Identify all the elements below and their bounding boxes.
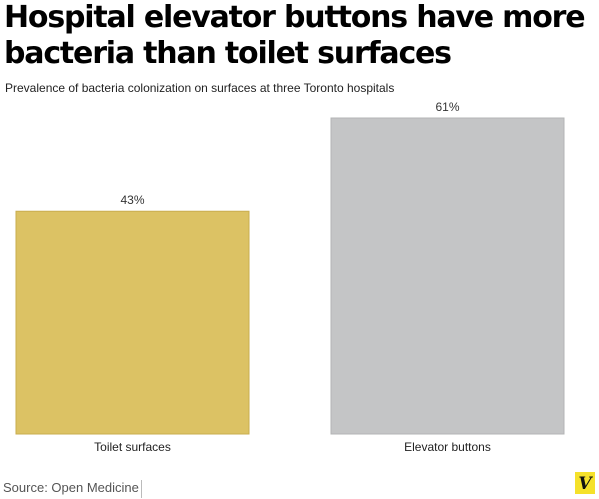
category-label: Toilet surfaces [94,440,171,454]
data-label: 61% [435,100,459,114]
bar-elevator-buttons [330,117,565,435]
vox-logo-icon: V [575,472,595,494]
chart-subtitle: Prevalence of bacteria colonization on s… [5,81,395,95]
bar-chart: 43% Toilet surfaces 61% Elevator buttons [15,100,565,454]
svg-text:V: V [578,474,593,494]
source-note: Source: Open Medicine [3,480,142,498]
category-label: Elevator buttons [404,440,491,454]
bar-toilet-surfaces [15,210,250,435]
chart-title: Hospital elevator buttons have more bact… [4,0,586,71]
data-label: 43% [120,193,144,207]
